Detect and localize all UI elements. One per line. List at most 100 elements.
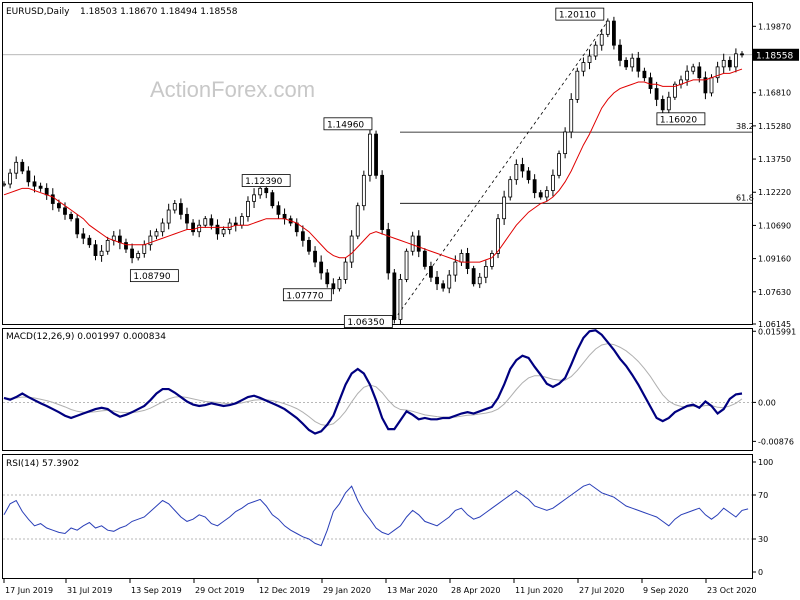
moving-average-line bbox=[3, 68, 743, 263]
candle-body bbox=[715, 66, 720, 79]
candle-body bbox=[209, 218, 214, 226]
x-tick-label: 29 Jan 2020 bbox=[323, 586, 371, 595]
candle-body bbox=[258, 187, 263, 196]
candle-body bbox=[605, 20, 610, 35]
candle-body bbox=[99, 250, 104, 256]
candle-body bbox=[282, 213, 287, 220]
annotation-label: 1.12390 bbox=[245, 177, 282, 187]
current-price-label: 1.18558 bbox=[756, 51, 793, 61]
x-tick-label: 27 Jul 2020 bbox=[579, 586, 624, 595]
candle-body bbox=[300, 231, 305, 241]
candle-body bbox=[380, 174, 385, 230]
rsi-y-tick-label: 30 bbox=[758, 535, 768, 544]
candle-body bbox=[124, 242, 128, 250]
candle-body bbox=[203, 218, 208, 226]
candle-body bbox=[331, 283, 336, 290]
candle-body bbox=[355, 205, 360, 237]
y-tick-label: 1.13750 bbox=[758, 155, 791, 164]
candle-body bbox=[599, 33, 604, 46]
annotation-box bbox=[656, 112, 706, 126]
candle-body bbox=[8, 172, 12, 185]
annotation-box bbox=[241, 174, 291, 187]
y-tick-label: 1.09160 bbox=[758, 255, 791, 264]
candle-body bbox=[361, 174, 366, 207]
candle-body bbox=[398, 279, 403, 320]
macd-line bbox=[3, 329, 743, 435]
candle-body bbox=[526, 170, 531, 181]
candle-body bbox=[538, 192, 543, 198]
annotation-label: 1.14960 bbox=[327, 120, 364, 130]
candle-body bbox=[75, 218, 80, 235]
candle-body bbox=[105, 239, 110, 252]
macd-y-tick-label: 0.015991 bbox=[758, 327, 796, 336]
candle-body bbox=[557, 153, 561, 176]
candle-body bbox=[660, 99, 665, 111]
macd-y-tick-label: 0.00 bbox=[758, 398, 776, 407]
candle-body bbox=[160, 222, 165, 233]
candle-body bbox=[178, 203, 183, 215]
candle-body bbox=[227, 222, 232, 230]
candle-body bbox=[93, 244, 98, 256]
candle-body bbox=[172, 203, 177, 211]
candle-body bbox=[666, 96, 671, 111]
y-tick-label: 1.16810 bbox=[758, 89, 791, 98]
x-tick-label: 31 Jul 2019 bbox=[67, 586, 112, 595]
rsi-title: RSI(14) 57.3902 bbox=[6, 459, 79, 469]
annotation-label: 1.08790 bbox=[133, 272, 170, 282]
rsi-line bbox=[3, 483, 749, 547]
candle-body bbox=[532, 179, 537, 194]
axes: 1.19870 1.18558 1.16810 1.15280 1.13750 1.122… bbox=[3, 22, 799, 595]
rsi-plot bbox=[3, 483, 752, 547]
candle-body bbox=[520, 164, 525, 172]
x-tick-label: 23 Oct 2020 bbox=[707, 586, 756, 595]
candle-body bbox=[624, 59, 629, 68]
candle-body bbox=[325, 272, 330, 285]
candle-body bbox=[447, 274, 452, 289]
candle-body bbox=[154, 231, 159, 237]
candle-body bbox=[691, 66, 696, 72]
candle-body bbox=[502, 196, 507, 220]
price-plot: 38.2 61.8 1.20110 1.14960 1.12390 1.08790 1.07… bbox=[2, 7, 754, 328]
candle-body bbox=[642, 70, 647, 79]
candle-body bbox=[471, 268, 476, 285]
candle-body bbox=[56, 203, 61, 209]
candle-body bbox=[38, 185, 43, 189]
candle-body bbox=[508, 179, 513, 198]
macd-plot bbox=[3, 329, 752, 435]
macd-title: MACD(12,26,9) 0.001997 0.000834 bbox=[6, 332, 166, 342]
y-tick-label: 1.07630 bbox=[758, 288, 791, 297]
candle-body bbox=[130, 248, 134, 259]
candle-body bbox=[612, 20, 616, 46]
annotation-box bbox=[343, 315, 393, 328]
x-tick-label: 28 Apr 2020 bbox=[451, 586, 500, 595]
candle-body bbox=[349, 235, 354, 263]
candle-body bbox=[404, 250, 409, 280]
candle-body bbox=[551, 174, 555, 191]
candle-body bbox=[148, 235, 153, 246]
annotation-label: 1.06350 bbox=[347, 318, 384, 328]
candle-body bbox=[117, 235, 122, 243]
rsi-y-tick-label: 0 bbox=[758, 568, 763, 577]
candle-body bbox=[319, 261, 324, 274]
candle-body bbox=[569, 99, 574, 133]
candle-body bbox=[252, 194, 256, 202]
y-tick-label: 1.15280 bbox=[758, 122, 791, 131]
candle-body bbox=[32, 181, 37, 187]
candle-body bbox=[490, 253, 494, 267]
annotation-label: 1.20110 bbox=[559, 11, 596, 21]
candle-body bbox=[337, 279, 342, 290]
macd-y-tick-label: -0.00876 bbox=[758, 437, 794, 446]
rsi-y-tick-label: 100 bbox=[758, 458, 773, 467]
candle-body bbox=[374, 133, 378, 176]
candle-body bbox=[581, 62, 586, 72]
candle-body bbox=[496, 218, 500, 254]
candle-body bbox=[416, 235, 421, 252]
candle-body bbox=[648, 77, 653, 89]
candle-body bbox=[14, 161, 19, 174]
candle-body bbox=[26, 170, 31, 183]
candle-body bbox=[276, 205, 281, 215]
x-tick-label: 9 Sep 2020 bbox=[643, 586, 689, 595]
macd-panel-frame bbox=[2, 328, 753, 451]
candle-body bbox=[422, 250, 427, 267]
candle-body bbox=[239, 216, 244, 226]
